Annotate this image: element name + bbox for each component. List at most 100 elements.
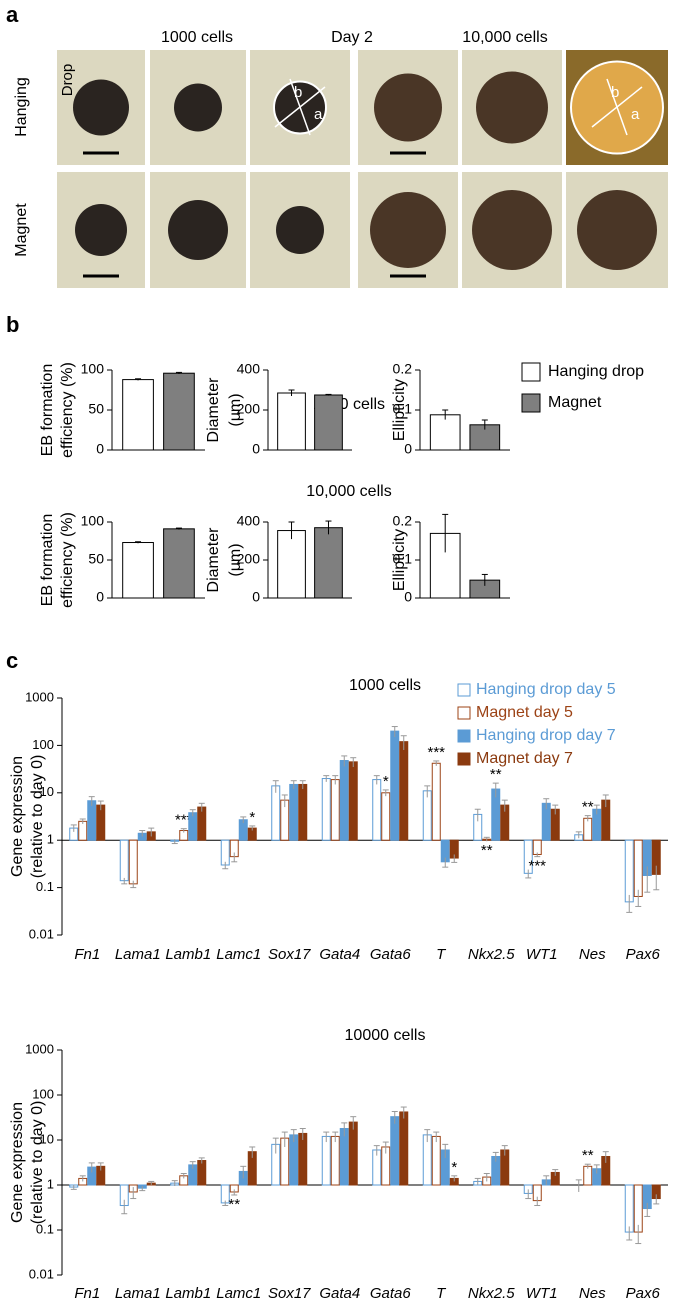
bar <box>298 1132 308 1186</box>
bar <box>163 528 195 599</box>
embryoid-body <box>276 206 324 254</box>
y-tick-label: 0 <box>96 441 104 457</box>
bar <box>197 806 207 841</box>
bar <box>314 394 343 451</box>
significance: ** <box>228 1196 240 1213</box>
x-tick-label: WT1 <box>526 1285 558 1302</box>
bar <box>339 760 349 841</box>
y-tick-label: 0.1 <box>393 401 413 417</box>
x-tick-label: Sox17 <box>268 946 311 963</box>
panel-label: b <box>6 312 19 337</box>
bar <box>399 1111 409 1186</box>
x-tick-label: Gata6 <box>370 1285 412 1302</box>
y-tick-label: 1 <box>47 832 54 847</box>
bar <box>624 839 634 903</box>
bar <box>583 817 593 841</box>
bar <box>271 785 281 841</box>
column-label: 1000 cells <box>161 29 233 46</box>
group-title: 10,000 cells <box>306 483 391 500</box>
image-label: b <box>294 84 302 101</box>
row-label: Drop <box>59 64 76 97</box>
y-tick-label: 50 <box>88 401 104 417</box>
y-tick-label: 50 <box>88 551 104 567</box>
significance: *** <box>528 858 546 875</box>
x-tick-label: Nes <box>579 946 606 963</box>
y-tick-label: 0.01 <box>29 1266 54 1281</box>
x-tick-label: Gata4 <box>319 946 360 963</box>
column-label: Day 2 <box>331 29 373 46</box>
x-tick-label: T <box>436 1285 447 1302</box>
y-tick-label: 100 <box>32 1086 54 1101</box>
image-label: a <box>314 106 323 123</box>
column-label: 10,000 cells <box>462 29 547 46</box>
bar <box>119 839 129 882</box>
legend-label: Magnet <box>548 394 602 411</box>
embryoid-body <box>476 71 548 144</box>
y-tick-label: 0.1 <box>36 1221 54 1236</box>
bar <box>399 741 409 841</box>
bar <box>298 783 308 841</box>
significance: * <box>249 809 255 826</box>
significance: ** <box>582 1147 594 1164</box>
embryoid-body <box>168 200 228 260</box>
bar <box>348 1121 358 1186</box>
bar <box>330 1135 340 1186</box>
bar <box>390 730 400 841</box>
bar <box>348 761 358 841</box>
significance: ** <box>582 799 594 816</box>
y-tick-label: 1000 <box>25 1041 54 1056</box>
bar <box>122 542 154 599</box>
x-tick-label: Pax6 <box>626 946 661 963</box>
y-axis-label: efficiency (%) <box>59 512 76 608</box>
bar <box>624 1184 634 1233</box>
y-tick-label: 0.2 <box>393 513 413 529</box>
embryoid-body <box>75 204 127 256</box>
axis-line <box>606 78 628 136</box>
significance: ** <box>481 842 493 859</box>
y-axis-label: EB formation <box>39 364 56 456</box>
axis-line <box>289 78 311 136</box>
bar <box>321 1135 331 1186</box>
y-axis-label: Diameter <box>205 527 222 593</box>
bar <box>277 530 306 599</box>
bar <box>128 839 138 885</box>
legend-swatch <box>457 683 471 697</box>
y-tick-label: 100 <box>81 513 105 529</box>
bar <box>381 792 391 841</box>
image-label: a <box>631 106 640 123</box>
x-tick-label: Sox17 <box>268 1285 311 1302</box>
significance: * <box>451 1159 457 1176</box>
bar <box>96 804 106 841</box>
legend-swatch <box>521 362 541 382</box>
x-tick-label: Lamc1 <box>216 1285 261 1302</box>
bar <box>633 839 643 897</box>
y-tick-label: 1 <box>47 1176 54 1191</box>
x-tick-label: Gata4 <box>319 1285 360 1302</box>
bar <box>321 778 331 841</box>
y-tick-label: 10 <box>40 784 54 799</box>
x-tick-label: Nkx2.5 <box>468 946 515 963</box>
y-tick-label: 400 <box>237 513 261 529</box>
bar <box>163 372 195 451</box>
panel-label: a <box>6 2 19 27</box>
bar <box>422 790 432 841</box>
legend-label: Magnet day 5 <box>476 704 573 721</box>
y-axis-label: Ellipticity <box>391 379 408 441</box>
x-tick-label: Lamc1 <box>216 946 261 963</box>
legend-label: Hanging drop day 5 <box>476 681 616 698</box>
bar <box>87 800 97 841</box>
y-tick-label: 0 <box>404 441 412 457</box>
bar <box>431 1135 441 1186</box>
bar <box>277 392 306 451</box>
y-tick-label: 100 <box>32 737 54 752</box>
y-tick-label: 0.1 <box>393 551 413 567</box>
significance: *** <box>427 744 445 761</box>
row-label: Magnet <box>13 203 30 257</box>
x-tick-label: Lama1 <box>115 946 161 963</box>
bar <box>220 839 230 866</box>
embryoid-body <box>370 192 446 268</box>
y-axis-label: Diameter <box>205 377 222 443</box>
legend-swatch <box>457 706 471 720</box>
bar <box>431 762 441 841</box>
